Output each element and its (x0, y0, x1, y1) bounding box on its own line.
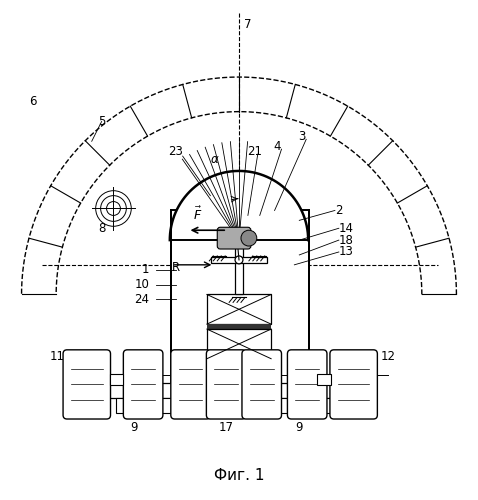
Text: $\alpha$: $\alpha$ (210, 152, 220, 166)
Text: 5: 5 (98, 115, 105, 128)
Text: 9: 9 (295, 422, 303, 434)
Bar (171, 210, 309, 388)
Text: 1: 1 (141, 264, 149, 276)
Text: 2: 2 (335, 204, 342, 217)
FancyBboxPatch shape (206, 350, 246, 419)
Bar (117, 398, 364, 413)
Text: 3: 3 (299, 130, 306, 143)
FancyBboxPatch shape (217, 228, 251, 249)
FancyBboxPatch shape (242, 350, 282, 419)
Bar (107, 384, 373, 398)
Text: 24: 24 (134, 293, 149, 306)
Text: 10: 10 (134, 278, 149, 291)
Bar (207, 294, 271, 324)
Bar (317, 374, 331, 386)
Text: 12: 12 (381, 350, 396, 363)
FancyBboxPatch shape (171, 350, 210, 419)
Text: Фиг. 1: Фиг. 1 (214, 468, 264, 483)
Bar (109, 374, 123, 386)
Text: 4: 4 (274, 140, 281, 152)
Text: 11: 11 (50, 350, 65, 363)
FancyBboxPatch shape (287, 350, 327, 419)
FancyBboxPatch shape (63, 350, 110, 419)
FancyBboxPatch shape (123, 350, 163, 419)
Text: 14: 14 (339, 222, 354, 235)
Bar (207, 329, 271, 358)
Text: R: R (172, 262, 180, 274)
Text: $\vec{F}$: $\vec{F}$ (193, 206, 202, 224)
Text: 8: 8 (98, 222, 105, 235)
Text: 6: 6 (29, 95, 36, 108)
Bar (235, 235, 243, 294)
Text: 23: 23 (168, 144, 183, 158)
Text: 17: 17 (218, 422, 234, 434)
Circle shape (235, 256, 243, 264)
Bar (207, 324, 271, 329)
Text: 21: 21 (247, 144, 262, 158)
Text: 9: 9 (130, 422, 138, 434)
Text: 13: 13 (339, 246, 354, 258)
Bar (211, 257, 267, 263)
Circle shape (241, 230, 257, 246)
Text: 18: 18 (339, 234, 354, 246)
Text: 7: 7 (244, 18, 251, 31)
Polygon shape (170, 171, 308, 240)
FancyBboxPatch shape (330, 350, 377, 419)
